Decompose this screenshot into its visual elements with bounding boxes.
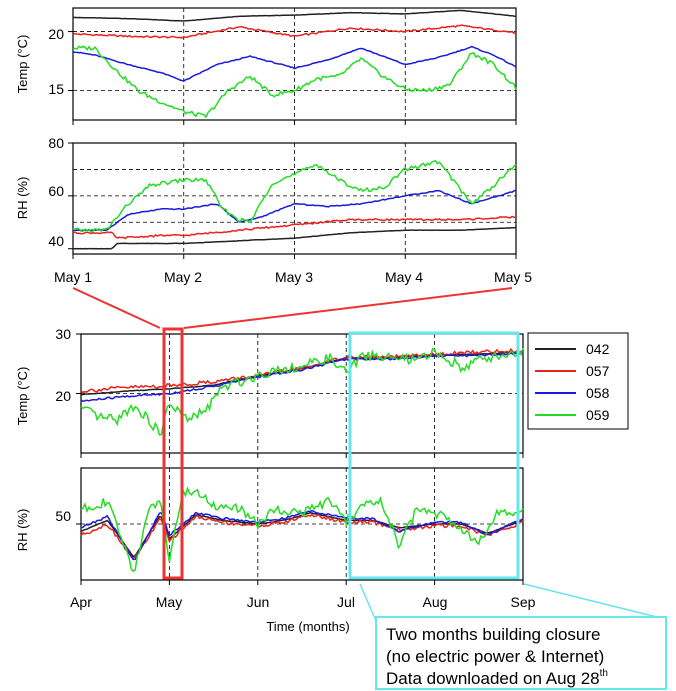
grid [76,333,524,458]
legend-label: 059 [586,407,610,423]
y-tick-label: 80 [48,135,64,151]
series-line-059 [72,45,517,119]
panel-full-temp: 30 20 Temp (°C) [15,326,524,458]
y-axis-label: RH (%) [15,177,30,220]
x-tick-label: May 4 [385,269,423,285]
x-tick-label: May 2 [164,269,202,285]
x-tick-label: Aug [423,594,448,610]
series-group [80,347,524,436]
y-axis-label: Temp (°C) [15,35,30,94]
series-line-042 [73,226,517,250]
series-group [72,9,517,119]
grid [68,142,517,259]
y-tick-label: 60 [48,183,64,199]
x-tick-label: Jul [337,594,355,610]
y-tick-label: 30 [55,326,71,342]
panel-zoom-temp: 20 15 Temp (°C) [15,7,517,125]
zoom-connector-left [72,287,161,329]
series-line-057 [80,513,524,560]
legend-label: 057 [586,363,610,379]
annotation-frame [375,616,667,690]
series-line-059 [72,159,517,234]
y-tick-label: 20 [55,388,71,404]
panel-zoom-rh: 80 60 40 RH (%) May 1 May 2 May 3 May 4 … [15,135,532,285]
legend: 042 057 058 059 [527,332,629,430]
legend-label: 058 [586,385,610,401]
annotation-line-1: Two months building closure [386,625,601,644]
y-axis-label: RH (%) [15,509,30,552]
annotation-superscript: th [600,668,608,679]
y-axis-label: Temp (°C) [15,367,30,426]
series-group [80,486,524,573]
series-line-058 [72,45,517,82]
y-tick-label: 50 [55,508,71,524]
legend-label: 042 [586,341,610,357]
series-line-042 [80,351,524,396]
x-tick-label: Sep [511,594,536,610]
zoom-connector-right [183,287,513,329]
series-line-042 [72,9,517,22]
annotation-line-2: (no electric power & Internet) [386,647,604,666]
zoom-highlight-box [162,327,184,580]
grid [68,8,517,125]
closure-connector-right [523,583,666,620]
closure-annotation: Two months building closure (no electric… [375,616,667,690]
series-line-057 [72,24,517,39]
x-tick-label: May 1 [54,269,92,285]
annotation-line-3-main: Data downloaded on Aug 28 [386,669,600,688]
x-tick-label: Apr [70,594,92,610]
x-tick-label: May 3 [275,269,313,285]
y-tick-label: 20 [48,26,64,42]
series-line-058 [80,351,524,403]
series-line-059 [80,486,524,573]
x-tick-label: May 5 [494,269,532,285]
x-tick-label: Jun [247,594,270,610]
series-line-042 [80,512,524,558]
panel-full-rh: 50 RH (%) Apr May Jun Jul Aug Sep Time (… [15,467,536,634]
series-line-058 [72,189,517,232]
x-axis-label: Time (months) [266,619,349,634]
series-group [72,159,517,250]
closure-highlight-box [348,331,520,580]
annotation-line-3: Data downloaded on Aug 28th [386,668,608,688]
y-tick-label: 40 [48,233,64,249]
x-tick-label: May [156,594,182,610]
series-line-057 [72,215,517,240]
closure-connector-left [359,583,377,622]
y-tick-label: 15 [48,81,64,97]
series-line-059 [80,347,524,436]
